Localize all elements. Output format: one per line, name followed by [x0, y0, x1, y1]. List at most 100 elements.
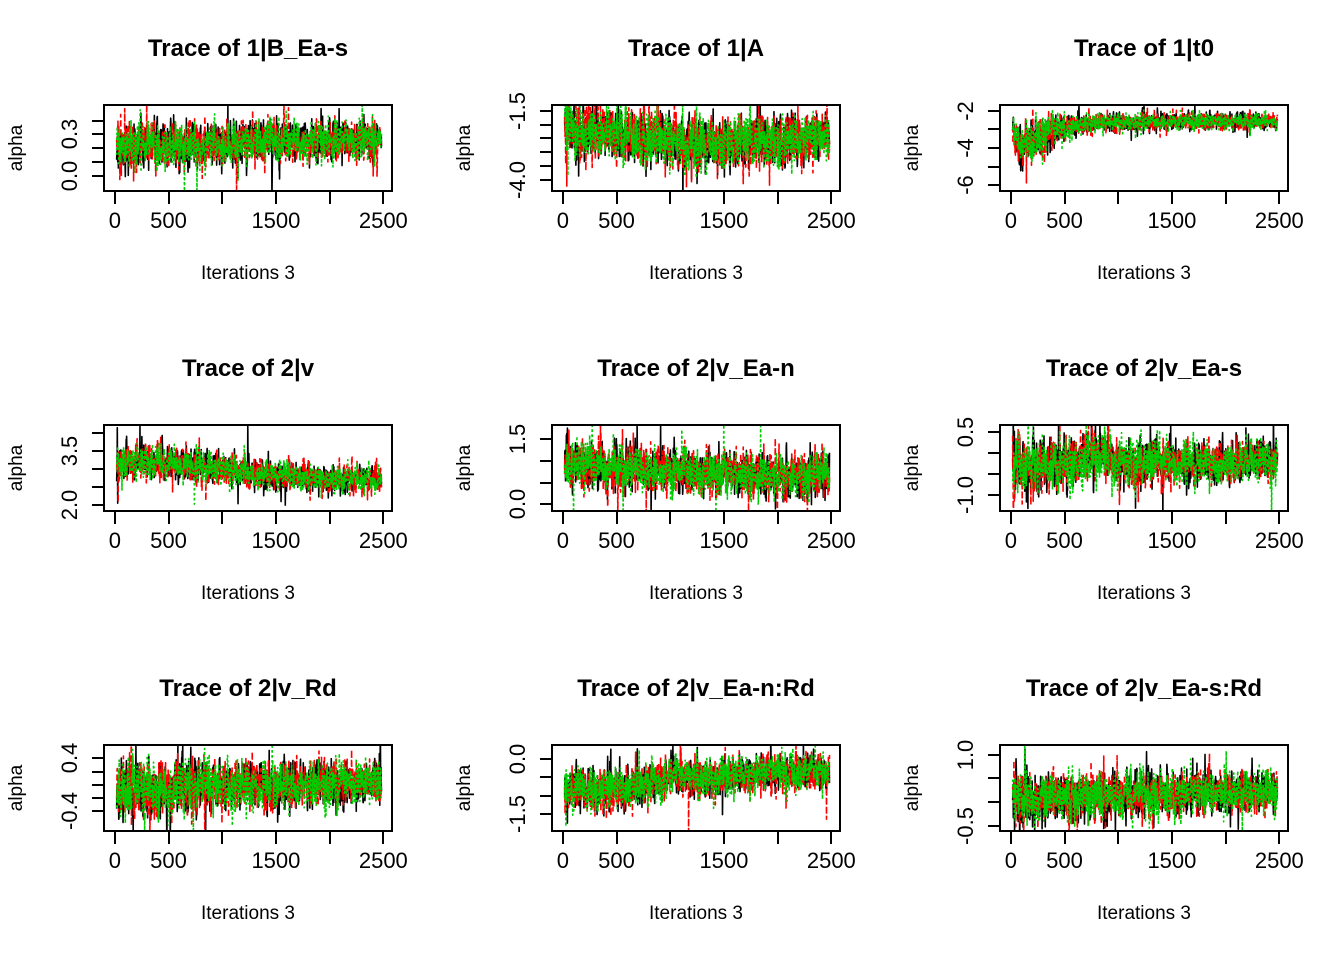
x-tick-mark: [1117, 192, 1120, 204]
y-axis-label: alpha: [454, 124, 475, 172]
x-tick-mark: [1224, 192, 1227, 204]
plot-box: [551, 424, 841, 512]
trace-canvas: [1001, 426, 1287, 510]
x-tick-mark: [113, 512, 116, 524]
panel-title: Trace of 2|v_Ea-s:Rd: [1025, 675, 1263, 702]
x-tick-mark: [328, 192, 331, 204]
y-tick-mark: [92, 147, 103, 149]
y-tick-mark: [540, 812, 551, 815]
y-tick-mark: [540, 776, 551, 779]
y-tick-mark: [540, 151, 551, 154]
x-tick-mark: [1170, 192, 1173, 204]
y-tick-mark: [92, 503, 103, 506]
x-tick-label: 2500: [1254, 848, 1304, 873]
y-tick-label: -2: [953, 100, 978, 121]
trace-panel: Trace of 1|t0 alpha Iterations 3 -6 -4 -2 0…: [896, 0, 1344, 320]
x-tick-label: 0: [556, 848, 569, 873]
y-tick-mark: [988, 825, 999, 828]
y-tick-mark: [988, 494, 999, 497]
x-tick-mark: [221, 192, 224, 204]
panel-title: Trace of 2|v_Ea-n:Rd: [577, 675, 815, 702]
y-tick-mark: [540, 438, 551, 441]
y-axis-label: alpha: [6, 124, 27, 172]
x-tick-mark: [382, 512, 385, 524]
y-tick-mark: [540, 481, 551, 484]
x-tick-mark: [561, 192, 564, 204]
y-axis-label: alpha: [902, 444, 923, 492]
x-tick-mark: [328, 832, 331, 844]
panel-title: Trace of 2|v_Ea-n: [597, 355, 795, 382]
y-tick-label: 3.5: [57, 435, 82, 467]
x-tick-label: 2500: [1254, 208, 1304, 233]
y-tick-mark: [988, 472, 999, 475]
y-axis-label: alpha: [6, 764, 27, 812]
y-tick-label: 1.5: [505, 423, 530, 455]
x-tick-label: 1500: [1147, 208, 1197, 233]
x-axis-label: Iterations 3: [1097, 583, 1191, 604]
x-tick-mark: [221, 832, 224, 844]
y-tick-mark: [540, 123, 551, 126]
x-tick-mark: [561, 512, 564, 524]
x-tick-label: 1500: [699, 528, 749, 553]
x-axis-label: Iterations 3: [201, 583, 295, 604]
y-tick-label: 1.0: [953, 739, 978, 770]
y-tick-mark: [988, 165, 999, 168]
trace-canvas: [105, 746, 391, 830]
y-tick-mark: [988, 128, 999, 131]
x-tick-mark: [167, 192, 170, 204]
trace-panel: Trace of 2|v_Ea-n alpha Iterations 3 0.0…: [448, 320, 896, 640]
y-tick-mark: [988, 147, 999, 149]
y-axis-label: alpha: [454, 764, 475, 812]
y-tick-label: 0.0: [505, 743, 530, 775]
x-tick-mark: [1278, 192, 1281, 204]
plot-box: [999, 104, 1289, 192]
y-tick-mark: [92, 809, 103, 812]
x-tick-label: 0: [556, 528, 569, 553]
x-tick-mark: [382, 832, 385, 844]
x-tick-mark: [722, 192, 725, 204]
y-tick-mark: [92, 467, 103, 470]
x-tick-label: 500: [598, 528, 635, 553]
x-tick-label: 0: [108, 848, 121, 873]
plot-box: [103, 424, 393, 512]
y-tick-mark: [540, 164, 551, 167]
x-tick-mark: [1170, 512, 1173, 524]
y-tick-label: 0.3: [57, 118, 82, 150]
y-tick-mark: [92, 783, 103, 786]
x-tick-label: 1500: [1147, 848, 1197, 873]
x-tick-mark: [1009, 512, 1012, 524]
x-tick-mark: [274, 512, 277, 524]
x-tick-mark: [328, 512, 331, 524]
x-axis-label: Iterations 3: [201, 263, 295, 284]
x-tick-mark: [1170, 832, 1173, 844]
x-tick-mark: [1009, 192, 1012, 204]
x-axis-label: Iterations 3: [649, 903, 743, 924]
plot-box: [551, 744, 841, 832]
trace-canvas: [105, 106, 391, 190]
y-tick-mark: [540, 459, 551, 462]
x-tick-mark: [561, 832, 564, 844]
x-tick-label: 1500: [1147, 528, 1197, 553]
y-tick-label: 0.4: [57, 743, 82, 774]
x-tick-mark: [776, 192, 779, 204]
y-tick-label: 0.5: [953, 416, 978, 447]
x-tick-mark: [776, 512, 779, 524]
y-tick-mark: [92, 174, 103, 177]
y-tick-mark: [988, 801, 999, 804]
x-axis-label: Iterations 3: [649, 263, 743, 284]
trace-canvas: [553, 106, 839, 190]
panel-title: Trace of 2|v_Rd: [159, 675, 337, 702]
trace-canvas: [105, 426, 391, 510]
x-tick-label: 500: [1046, 528, 1083, 553]
trace-panel: Trace of 1|A alpha Iterations 3 -4.0 -1.5…: [448, 0, 896, 320]
x-tick-mark: [221, 512, 224, 524]
x-tick-mark: [830, 192, 833, 204]
panel-title: Trace of 1|t0: [1073, 35, 1215, 62]
y-axis-label: alpha: [902, 124, 923, 172]
x-tick-mark: [1063, 192, 1066, 204]
y-tick-mark: [988, 430, 999, 433]
x-tick-mark: [1117, 512, 1120, 524]
plot-box: [999, 424, 1289, 512]
panel-title: Trace of 2|v: [181, 355, 315, 382]
